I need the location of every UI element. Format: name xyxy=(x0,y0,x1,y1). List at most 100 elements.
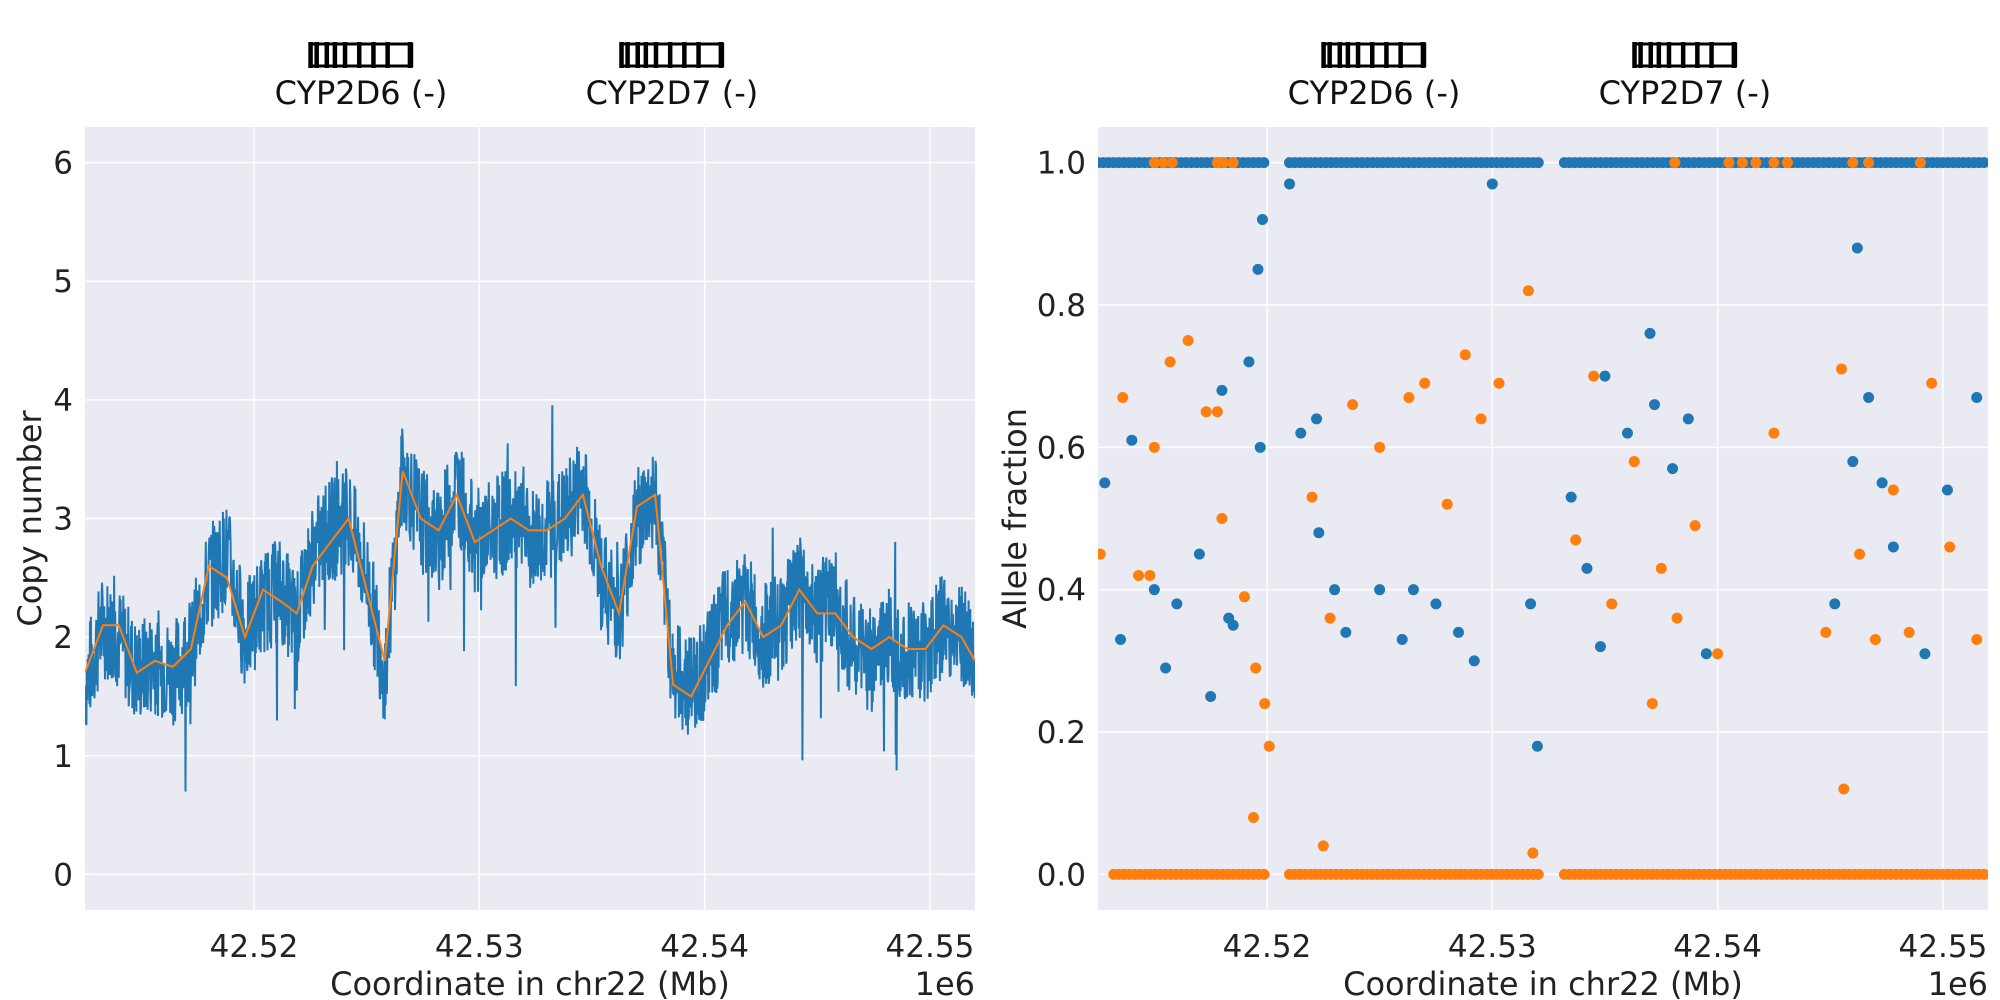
allele-point xyxy=(1887,484,1899,496)
y-tick-label: 0.2 xyxy=(1037,715,1086,751)
allele-point xyxy=(1876,477,1888,489)
allele-point xyxy=(1250,662,1262,674)
y-tick-label: 0 xyxy=(53,857,73,893)
exon-mark xyxy=(1632,42,1637,68)
allele-point xyxy=(1712,648,1724,660)
exon-mark xyxy=(1369,42,1375,68)
allele-point xyxy=(1944,541,1956,553)
exon-mark xyxy=(385,42,390,68)
y-axis-label: Copy number xyxy=(11,410,49,627)
y-tick-label: 6 xyxy=(53,146,73,182)
allele-point xyxy=(1836,363,1848,375)
y-axis-label: Allele fraction xyxy=(996,408,1034,629)
allele-point xyxy=(1570,534,1582,546)
allele-point xyxy=(1978,868,1988,880)
y-tick-label: 1.0 xyxy=(1037,146,1086,182)
allele-point xyxy=(1820,626,1832,638)
allele-point xyxy=(1887,541,1899,553)
allele-point xyxy=(1723,157,1735,169)
x-tick-label: 42.52 xyxy=(1223,929,1312,965)
exon-mark xyxy=(1337,42,1343,68)
allele-point xyxy=(1117,391,1129,403)
smoothed-copy-number-line xyxy=(85,470,975,698)
allele-point xyxy=(1468,655,1480,667)
allele-point xyxy=(1441,498,1453,510)
allele-point xyxy=(1243,356,1255,368)
exon-mark xyxy=(1680,42,1686,68)
x-tick-label: 42.54 xyxy=(660,929,749,965)
y-tick-label: 3 xyxy=(53,502,73,538)
allele-point xyxy=(1621,427,1633,439)
exon-mark xyxy=(324,42,330,68)
allele-point xyxy=(1259,698,1271,710)
allele-point xyxy=(1486,178,1498,190)
allele-point xyxy=(1941,484,1953,496)
allele-point xyxy=(1475,413,1487,425)
allele-point xyxy=(1829,598,1841,610)
allele-point xyxy=(1182,335,1194,347)
allele-point xyxy=(1750,157,1762,169)
allele-point xyxy=(1200,406,1212,418)
allele-point xyxy=(1247,811,1259,823)
allele-point xyxy=(1306,491,1318,503)
exon-mark xyxy=(1384,42,1389,68)
allele-point xyxy=(1581,562,1593,574)
data-layer xyxy=(1098,157,1988,880)
allele-point xyxy=(1532,868,1544,880)
allele-point xyxy=(1148,584,1160,596)
allele-point xyxy=(1669,157,1681,169)
allele-point xyxy=(1317,840,1329,852)
gene-label: CYP2D7 (-) xyxy=(586,74,759,112)
allele-point xyxy=(1599,370,1611,382)
exon-mark xyxy=(1648,42,1653,68)
allele-point xyxy=(1126,434,1138,446)
allele-point xyxy=(1671,612,1683,624)
gene-track: CYP2D7 (-) xyxy=(586,42,759,112)
y-tick-label: 1 xyxy=(53,739,73,775)
allele-point xyxy=(1863,157,1875,169)
allele-point xyxy=(1258,868,1270,880)
data-layer xyxy=(85,405,975,792)
allele-point xyxy=(1594,641,1606,653)
allele-point xyxy=(1258,157,1270,169)
allele-point xyxy=(1324,612,1336,624)
x-tick-label: 42.53 xyxy=(435,929,524,965)
allele-point xyxy=(1347,399,1359,411)
allele-point xyxy=(1851,242,1863,254)
exon-mark xyxy=(653,42,659,68)
exon-mark xyxy=(718,42,724,68)
exon-mark xyxy=(1666,42,1672,68)
y-tick-label: 2 xyxy=(53,620,73,656)
allele-point xyxy=(1166,157,1178,169)
allele-point xyxy=(1329,584,1341,596)
y-tick-label: 0.8 xyxy=(1037,288,1086,324)
allele-point xyxy=(1148,441,1160,453)
allele-point xyxy=(1919,648,1931,660)
exon-mark xyxy=(407,42,413,68)
allele-point xyxy=(1606,598,1618,610)
allele-point xyxy=(1238,591,1250,603)
allele-point xyxy=(1869,634,1881,646)
allele-point xyxy=(1216,384,1228,396)
allele-point xyxy=(1252,263,1264,275)
allele-point xyxy=(1263,740,1275,752)
allele-point xyxy=(1227,157,1239,169)
x-tick-label: 42.55 xyxy=(1899,929,1988,965)
allele-point xyxy=(1863,391,1875,403)
allele-point xyxy=(1565,491,1577,503)
allele-point xyxy=(1768,427,1780,439)
allele-point xyxy=(1453,626,1465,638)
exon-mark xyxy=(625,42,630,68)
gene-label: CYP2D6 (-) xyxy=(1288,74,1461,112)
y-tick-label: 0.4 xyxy=(1037,573,1086,609)
allele-point xyxy=(1133,569,1145,581)
allele-point xyxy=(1689,520,1701,532)
exon-mark xyxy=(1327,42,1332,68)
allele-point xyxy=(1588,370,1600,382)
allele-point xyxy=(1971,391,1983,403)
allele-point xyxy=(1193,548,1205,560)
exon-mark xyxy=(682,42,687,68)
allele-point xyxy=(1148,157,1160,169)
exon-mark xyxy=(1638,42,1643,68)
allele-point xyxy=(1903,626,1915,638)
